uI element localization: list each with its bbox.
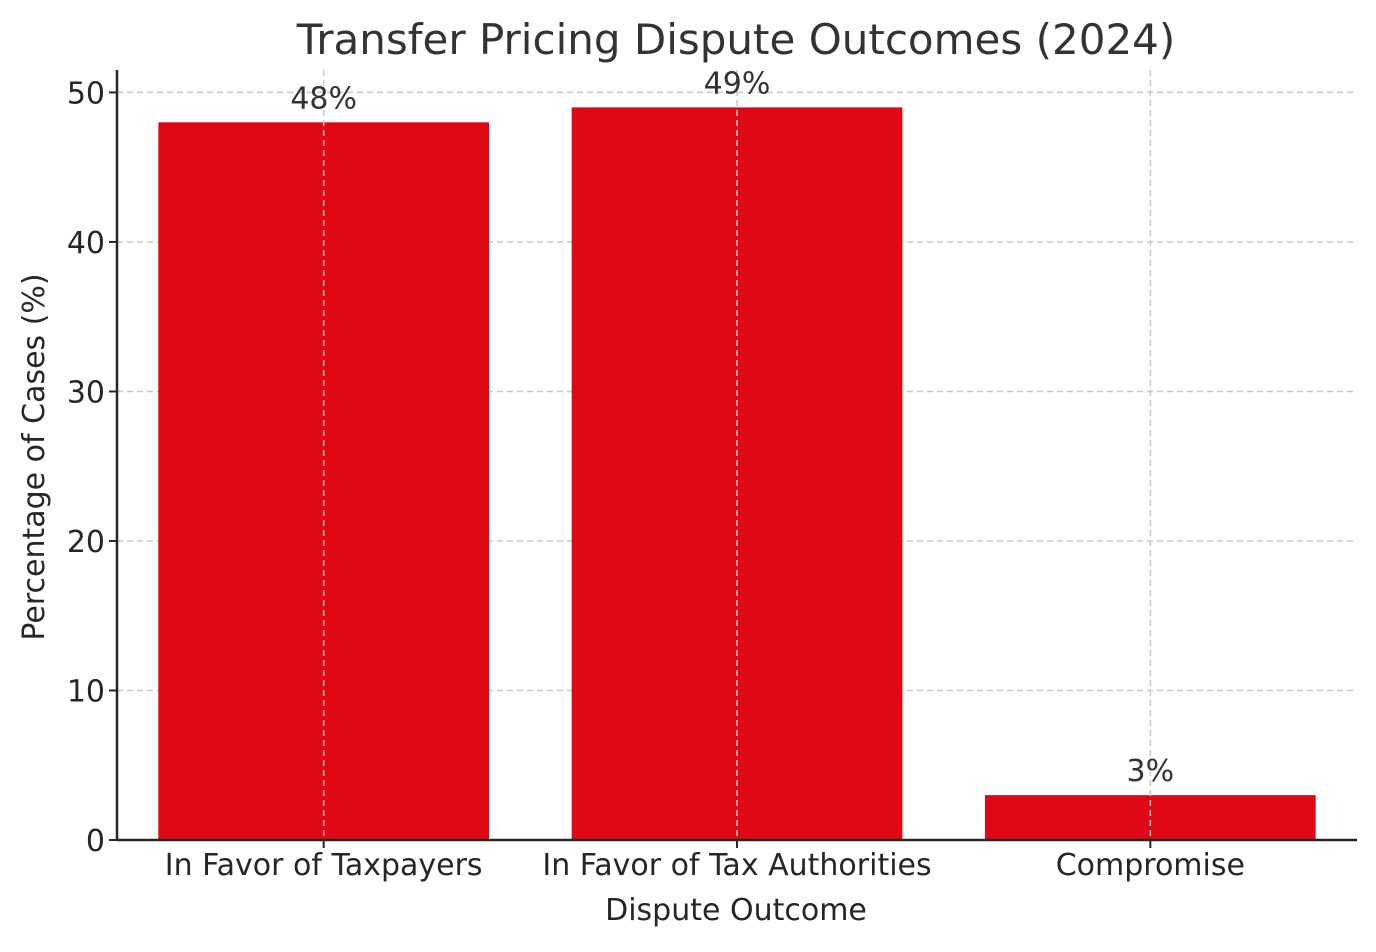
bar-data-label: 49% [704, 66, 771, 101]
axes: 0 10 20 30 40 50 In Favor of Taxpayers In Favor… [67, 70, 1357, 883]
y-tick-label: 40 [67, 226, 105, 261]
x-axis-label: Dispute Outcome [605, 893, 867, 928]
y-tick-label: 50 [67, 76, 105, 111]
y-axis-label: Percentage of Cases (%) [17, 273, 52, 640]
x-tick-label: Compromise [1056, 848, 1245, 883]
y-tick-label: 10 [67, 674, 105, 709]
data-labels: 48% 49% 3% [290, 66, 1174, 789]
x-tick-label: In Favor of Tax Authorities [542, 848, 931, 883]
y-tick-label: 20 [67, 525, 105, 560]
chart-title: Transfer Pricing Dispute Outcomes (2024) [296, 15, 1176, 64]
bar-data-label: 48% [290, 81, 357, 116]
y-tick-label: 30 [67, 375, 105, 410]
y-tick-label: 0 [86, 824, 105, 859]
bar-data-label: 3% [1127, 754, 1175, 789]
x-tick-label: In Favor of Taxpayers [165, 848, 483, 883]
x-gridlines [322, 70, 1152, 840]
